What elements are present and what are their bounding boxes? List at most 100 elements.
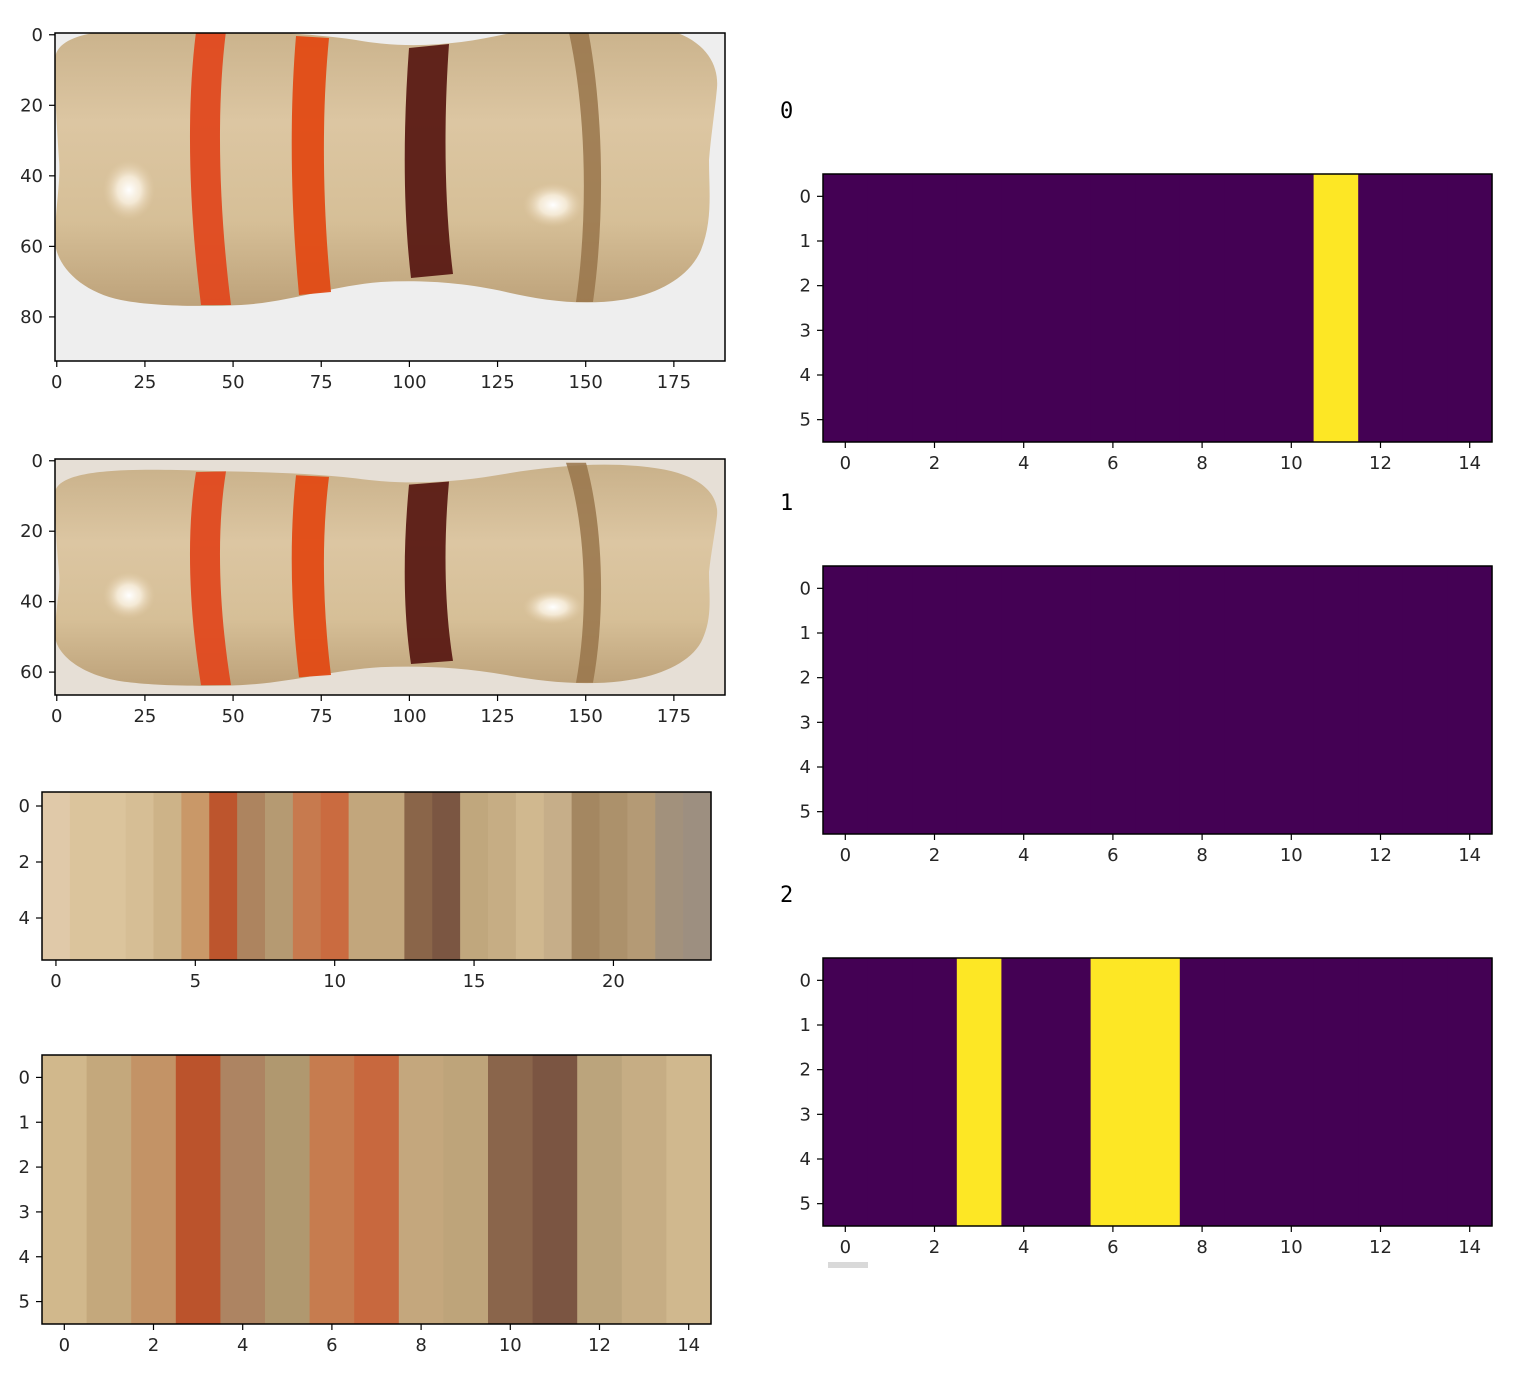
resistor-image: [55, 33, 718, 306]
y-tick-label: 0: [800, 578, 811, 599]
x-tick-label: 150: [569, 372, 603, 393]
heatmap-cell: [1313, 174, 1359, 442]
x-tick-label: 14: [1458, 453, 1481, 474]
x-tick-label: 10: [1280, 845, 1303, 866]
x-tick-label: 50: [222, 706, 245, 727]
x-tick-label: 125: [480, 706, 514, 727]
x-tick-label: 5: [190, 971, 201, 992]
color-cell: [398, 1055, 444, 1324]
axes-frame: [822, 565, 1493, 835]
heatmap-cell: [956, 958, 1002, 1226]
x-tick-label: 15: [463, 971, 486, 992]
x-tick-label: 10: [499, 1335, 522, 1356]
x-tick-label: 14: [677, 1335, 700, 1356]
x-tick-label: 100: [392, 372, 426, 393]
y-tick-label: 1: [19, 1112, 30, 1133]
color-cell: [488, 1055, 534, 1324]
heatmap-cell: [1179, 958, 1225, 1226]
x-tick-label: 0: [840, 453, 851, 474]
axes-frame: [822, 173, 1493, 443]
y-tick-label: 3: [800, 1104, 811, 1125]
heatmap-cell: [1046, 566, 1092, 834]
y-tick-label: 5: [800, 1194, 811, 1215]
x-tick-label: 4: [1018, 845, 1029, 866]
y-tick-label: 80: [20, 307, 43, 328]
x-tick-label: 10: [1280, 453, 1303, 474]
y-tick-label: 0: [800, 970, 811, 991]
heatmap-cell: [1001, 566, 1047, 834]
x-tick-label: 14: [1458, 845, 1481, 866]
color-cell: [320, 792, 350, 960]
x-tick-label: 6: [326, 1335, 337, 1356]
heatmap-cell: [1358, 174, 1404, 442]
heatmap-cell: [823, 566, 869, 834]
y-tick-label: 4: [800, 1149, 811, 1170]
y-tick-label: 1: [800, 231, 811, 252]
y-tick-label: 40: [20, 166, 43, 187]
y-tick-label: 5: [800, 410, 811, 431]
heatmap-cell: [1402, 958, 1448, 1226]
y-tick-label: 3: [800, 712, 811, 733]
color-cell: [309, 1055, 355, 1324]
heatmap-cell: [1269, 958, 1315, 1226]
y-tick-label: 5: [800, 802, 811, 823]
color-cell: [125, 792, 155, 960]
axes-1: 0 25 50 75 100 125 150 175 0 20 40 60: [20, 451, 726, 727]
y-tick-label: 3: [800, 320, 811, 341]
heatmap-cell: [1090, 174, 1136, 442]
color-cell: [488, 792, 517, 960]
color-cell: [404, 792, 433, 960]
x-tick-label: 8: [1196, 1237, 1207, 1258]
y-tick-label: 0: [32, 451, 43, 472]
x-tick-label: 175: [657, 706, 691, 727]
heatmap-cell: [823, 958, 869, 1226]
color-cell: [131, 1055, 177, 1324]
x-tick-label: 8: [1196, 453, 1207, 474]
heatmap-cell: [956, 566, 1002, 834]
color-cell: [460, 792, 489, 960]
heatmap-cell: [1313, 958, 1359, 1226]
heatmap-cell: [956, 174, 1002, 442]
y-tick-label: 2: [800, 276, 811, 297]
color-cell: [543, 792, 573, 960]
axes-0: 0 25 50 75 100 125 150 175 0 20 40 60 80: [20, 25, 726, 393]
x-tick-label: 20: [602, 971, 625, 992]
color-cell: [181, 792, 210, 960]
heatmap-cell: [1224, 174, 1270, 442]
y-tick-label: 0: [19, 1067, 30, 1088]
x-tick-label: 14: [1458, 1237, 1481, 1258]
color-cell: [292, 792, 322, 960]
y-tick-label: 4: [19, 1247, 30, 1268]
color-cell: [153, 792, 182, 960]
x-tick-label: 10: [323, 971, 346, 992]
heatmap-cell: [1135, 566, 1181, 834]
artifact-mark: [828, 1262, 868, 1268]
column-average-colors-panel: 0 5 10 15 20 0 2 4: [19, 791, 712, 992]
heatmap-cell: [1447, 566, 1493, 834]
x-tick-label: 0: [50, 971, 61, 992]
color-cell: [432, 792, 461, 960]
heatmap-cell: [867, 174, 913, 442]
heatmap-cell: [1358, 566, 1404, 834]
color-cell: [683, 792, 712, 960]
color-cell: [515, 792, 545, 960]
x-tick-label: 0: [51, 706, 62, 727]
x-tick-label: 12: [1369, 1237, 1392, 1258]
x-tick-label: 0: [840, 1237, 851, 1258]
heatmap-cell: [1001, 174, 1047, 442]
x-tick-label: 75: [310, 706, 333, 727]
x-tick-label: 6: [1107, 453, 1118, 474]
x-tick-label: 4: [237, 1335, 248, 1356]
y-tick-label: 1: [800, 1015, 811, 1036]
color-cell: [376, 792, 405, 960]
x-tick-label: 25: [133, 706, 156, 727]
x-tick-label: 6: [1107, 1237, 1118, 1258]
x-tick-label: 0: [840, 845, 851, 866]
heatmap-cell: [1001, 958, 1047, 1226]
color-cell: [69, 792, 99, 960]
y-tick-label: 4: [19, 908, 30, 929]
